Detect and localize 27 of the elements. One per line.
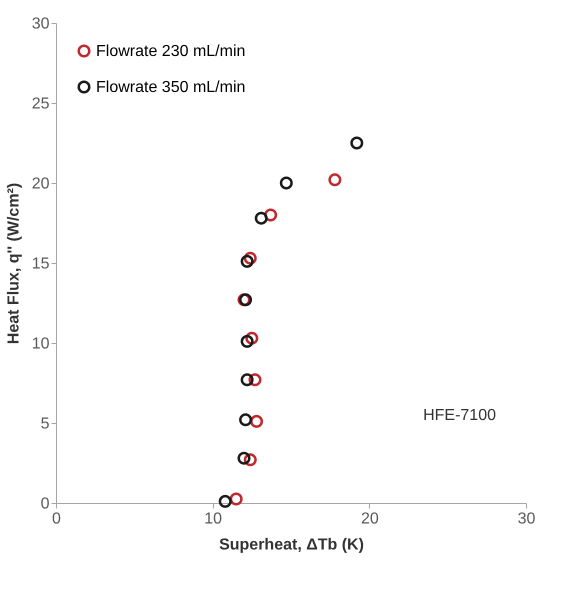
point <box>328 173 342 186</box>
x-tick-label: 0 <box>52 510 62 528</box>
y-tick-label: 0 <box>40 496 50 512</box>
annotation: HFE-7100 <box>423 407 496 424</box>
point <box>254 212 268 225</box>
point <box>230 492 243 506</box>
point <box>350 136 364 150</box>
point <box>240 373 254 386</box>
point <box>239 413 252 426</box>
point <box>238 452 250 465</box>
legend-label: Flowrate 350 mL/min <box>96 79 246 96</box>
y-tick-label: 5 <box>40 416 50 432</box>
y-tick-label: 25 <box>32 96 50 112</box>
legend-label: Flowrate 230 mL/min <box>96 43 246 60</box>
point <box>280 176 293 190</box>
y-tick-label: 30 <box>32 16 50 32</box>
y-axis-title: Heat Flux, q'' (W/cm²) <box>6 182 23 344</box>
x-tick-label: 30 <box>518 510 536 528</box>
point <box>240 254 254 268</box>
x-tick-label: 10 <box>204 510 222 528</box>
y-tick-label: 20 <box>32 176 50 192</box>
y-tick-label: 10 <box>32 336 50 352</box>
x-tick-label: 20 <box>360 510 379 528</box>
point <box>240 334 254 348</box>
y-tick-label: 15 <box>32 256 50 272</box>
point <box>218 494 232 508</box>
x-axis-title: Superheat, ΔTb (K) <box>219 536 364 554</box>
